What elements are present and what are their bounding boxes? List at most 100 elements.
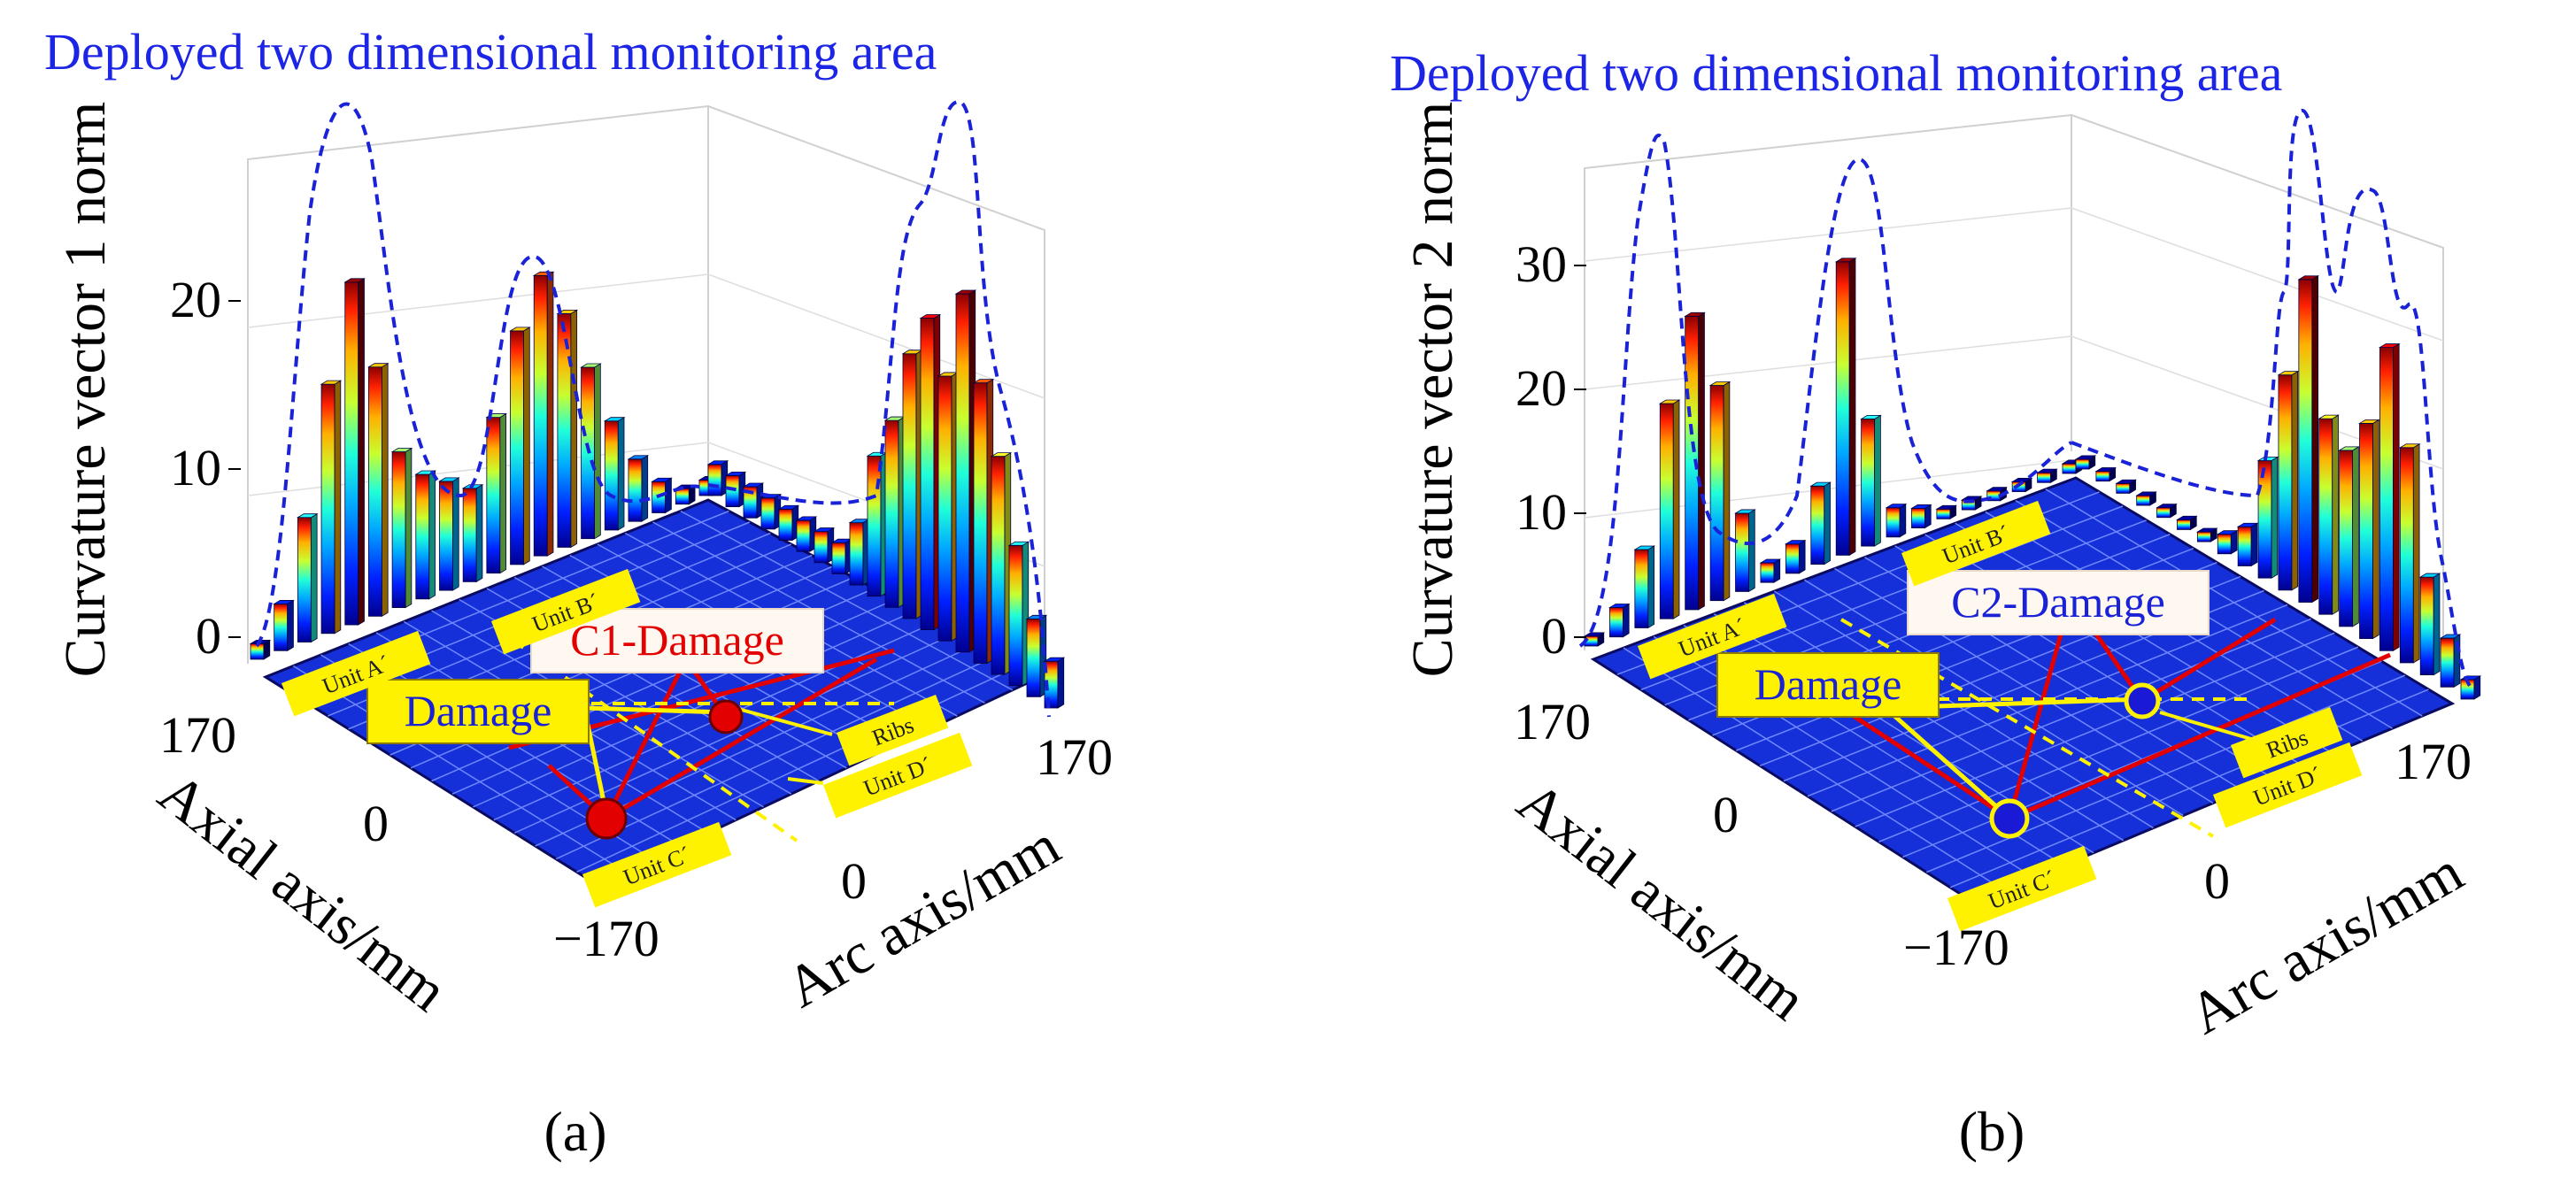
- panel-a-z-tick-3: 20: [170, 271, 221, 328]
- panel-b-z-tick-2: 10: [1516, 483, 1567, 541]
- panel-b-left-bar-series: [1583, 258, 2084, 647]
- panel-b-damage-label: Damage: [1755, 659, 1902, 709]
- panel-b-right-bar-12: [2297, 275, 2320, 604]
- panel-a-z-tick-2: 10: [170, 439, 221, 496]
- panel-a-annotations: Damage C1-Damage Unit A´ Unit B´ Unit C´…: [282, 568, 973, 908]
- panel-b-right-bar-6: [2176, 515, 2198, 531]
- panel-b-left-bar-18: [2010, 477, 2033, 493]
- panel-b-right-bar-8: [2216, 529, 2239, 555]
- panel-b-left-bar-12: [1860, 414, 1882, 547]
- panel-b-left-bar-10: [1809, 481, 1832, 565]
- panel-a-left-bar-16: [603, 416, 626, 531]
- panel-a-right-bar-14: [937, 372, 960, 642]
- panel-b-z-tick-3: 20: [1516, 359, 1567, 417]
- panel-b-y-tick-2: 170: [2395, 733, 2472, 790]
- panel-b-right-bar-2: [2094, 466, 2117, 482]
- panel-b-title: Deployed two dimensional monitoring area: [1390, 44, 2282, 102]
- panel-b-y-tick-1: 0: [2204, 852, 2230, 910]
- panel-b-right-bar-18: [2418, 573, 2441, 676]
- panel-a-right-bar-17: [990, 451, 1013, 675]
- panel-a-left-bar-4: [320, 380, 343, 635]
- panel-b-left-bar-8: [1759, 558, 1782, 583]
- panel-b-left-bar-6: [1708, 381, 1731, 602]
- panel-a-right-bar-8: [830, 538, 853, 575]
- panel-b-left-bar-13: [1885, 503, 1908, 538]
- panel-b: Deployed two dimensional monitoring area: [1390, 44, 2482, 1163]
- panel-b-z-ticks: 0 10 20 30: [1516, 235, 1586, 665]
- panel-a-left-bar-1: [249, 639, 272, 660]
- panel-b-z-tick-1: 0: [1541, 607, 1567, 665]
- panel-a-x-tick-2: 0: [363, 795, 389, 852]
- panel-a-right-bar-12: [901, 349, 924, 619]
- panel-a-left-bar-17: [627, 455, 650, 522]
- panel-a-left-bar-13: [532, 271, 555, 557]
- panel-b-z-axis-label: Curvature vector 2 norm: [1400, 102, 1465, 678]
- panel-b-left-bar-9: [1784, 539, 1807, 574]
- panel-a-left-bar-2: [273, 599, 295, 651]
- panel-a-right-bar-20: [1043, 657, 1066, 709]
- panel-b-left-bar-19: [2036, 468, 2058, 483]
- panel-b-left-bar-11: [1834, 258, 1857, 557]
- panel-b-right-envelope: [2071, 109, 2472, 688]
- panel-a-right-bar-6: [795, 516, 818, 552]
- panel-a-right-bar-11: [883, 416, 906, 609]
- panel-a-left-bar-12: [509, 327, 531, 565]
- panel-a-damage-marker-1: [585, 797, 628, 840]
- panel-b-damage-marker-2: [2124, 682, 2161, 719]
- panel-b-right-bar-7: [2195, 527, 2218, 542]
- panel-a-right-bar-series: [706, 289, 1066, 709]
- panel-b-right-bar-5: [2156, 503, 2178, 519]
- panel-a-c1-damage-label: C1-Damage: [570, 615, 784, 665]
- panel-a-left-bar-10: [461, 484, 484, 583]
- panel-a-left-envelope: [255, 102, 700, 648]
- panel-b-annotations: Damage C2-Damage Unit A´ Unit B´ Unit C´…: [1638, 500, 2391, 932]
- panel-a-right-bar-3: [742, 482, 765, 519]
- panel-a-damage-marker-2: [708, 699, 744, 735]
- panel-a-right-bar-15: [954, 289, 977, 653]
- panel-a-right-bar-18: [1007, 541, 1030, 687]
- panel-a-title: Deployed two dimensional monitoring area: [44, 23, 937, 81]
- panel-b-right-bar-14: [2338, 446, 2360, 627]
- panel-a-right-bar-1: [706, 460, 729, 496]
- panel-b-x-tick-1: 170: [1514, 693, 1591, 750]
- panel-b-x-axis-label: Axial axis/mm: [1506, 769, 1818, 1033]
- panel-a-y-tick-1: 0: [841, 852, 867, 910]
- panel-b-left-envelope: [1578, 133, 2072, 648]
- panel-b-left-bar-7: [1734, 509, 1756, 593]
- panel-a-y-axis-label: Arc axis/mm: [775, 812, 1070, 1020]
- panel-b-right-bar-4: [2135, 491, 2157, 506]
- panel-b-right-bar-15: [2358, 419, 2380, 640]
- panel-a-left-bar-series: [249, 271, 721, 660]
- panel-a: Deployed two dimensional monitoring area: [44, 23, 1113, 1163]
- panel-a-right-bar-4: [760, 493, 783, 530]
- panel-a-y-tick-2: 170: [1036, 728, 1113, 786]
- panel-a-damage-label: Damage: [405, 686, 552, 735]
- panel-a-caption: (a): [544, 1100, 606, 1163]
- panel-a-right-bar-13: [919, 313, 942, 631]
- panel-b-right-bar-series: [2074, 275, 2482, 700]
- panel-a-left-bar-14: [556, 309, 579, 549]
- panel-b-left-bar-15: [1935, 504, 1958, 520]
- panel-b-right-bar-13: [2318, 414, 2340, 615]
- panel-b-right-bar-3: [2115, 479, 2137, 495]
- panel-a-left-bar-5: [343, 278, 366, 626]
- panel-a-z-axis-label: Curvature vector 1 norm: [53, 102, 118, 678]
- panel-b-right-bar-11: [2277, 370, 2300, 591]
- panel-a-z-tick-1: 0: [196, 607, 221, 665]
- panel-b-left-bar-2: [1608, 603, 1631, 638]
- panel-b-x-tick-3: −170: [1903, 919, 2009, 976]
- panel-b-right-bar-20: [2459, 675, 2482, 700]
- panel-a-left-bar-9: [438, 477, 460, 591]
- panel-b-left-bar-1: [1583, 632, 1606, 647]
- panel-b-left-bar-3: [1633, 545, 1656, 629]
- panel-b-left-bar-4: [1658, 399, 1681, 619]
- panel-b-right-bar-1: [2074, 455, 2097, 470]
- panel-a-x-tick-3: −170: [553, 910, 659, 967]
- panel-a-right-bar-16: [972, 378, 995, 665]
- panel-a-right-bar-5: [777, 504, 800, 542]
- panel-b-right-bar-9: [2236, 522, 2259, 567]
- panel-a-right-bar-9: [848, 518, 871, 586]
- panel-a-left-bar-3: [296, 512, 319, 643]
- panel-a-x-axis-label: Axial axis/mm: [147, 760, 459, 1024]
